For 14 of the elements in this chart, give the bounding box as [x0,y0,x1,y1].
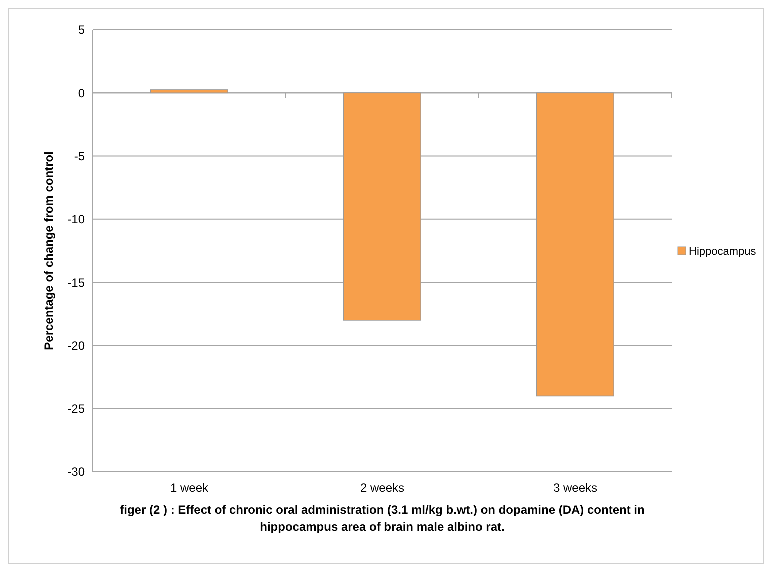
x-tick-label: 2 weeks [360,481,405,495]
x-tick-label: 3 weeks [553,481,598,495]
text: figer (2 ) : Effect of chronic oral administration (3.1 ml/kg b.wt.) on dopamine (DA) content in hippocampus area of brain male albino rat. [120,503,645,534]
y-tick-label: 5 [78,23,86,38]
y-tick-label: -20 [68,338,86,353]
y-tick-label: -30 [68,465,86,480]
y-tick-label: -15 [68,276,86,290]
y-tick-label: -5 [74,149,86,164]
y-axis-title: Percentage of change from control [42,152,56,350]
x-tick-label: 1 week [170,481,210,495]
y-tick-label: -25 [68,402,86,416]
y-tick-label: -10 [68,212,86,227]
legend-label: Hippocampus [689,246,757,258]
y-tick-label: 0 [78,86,86,100]
